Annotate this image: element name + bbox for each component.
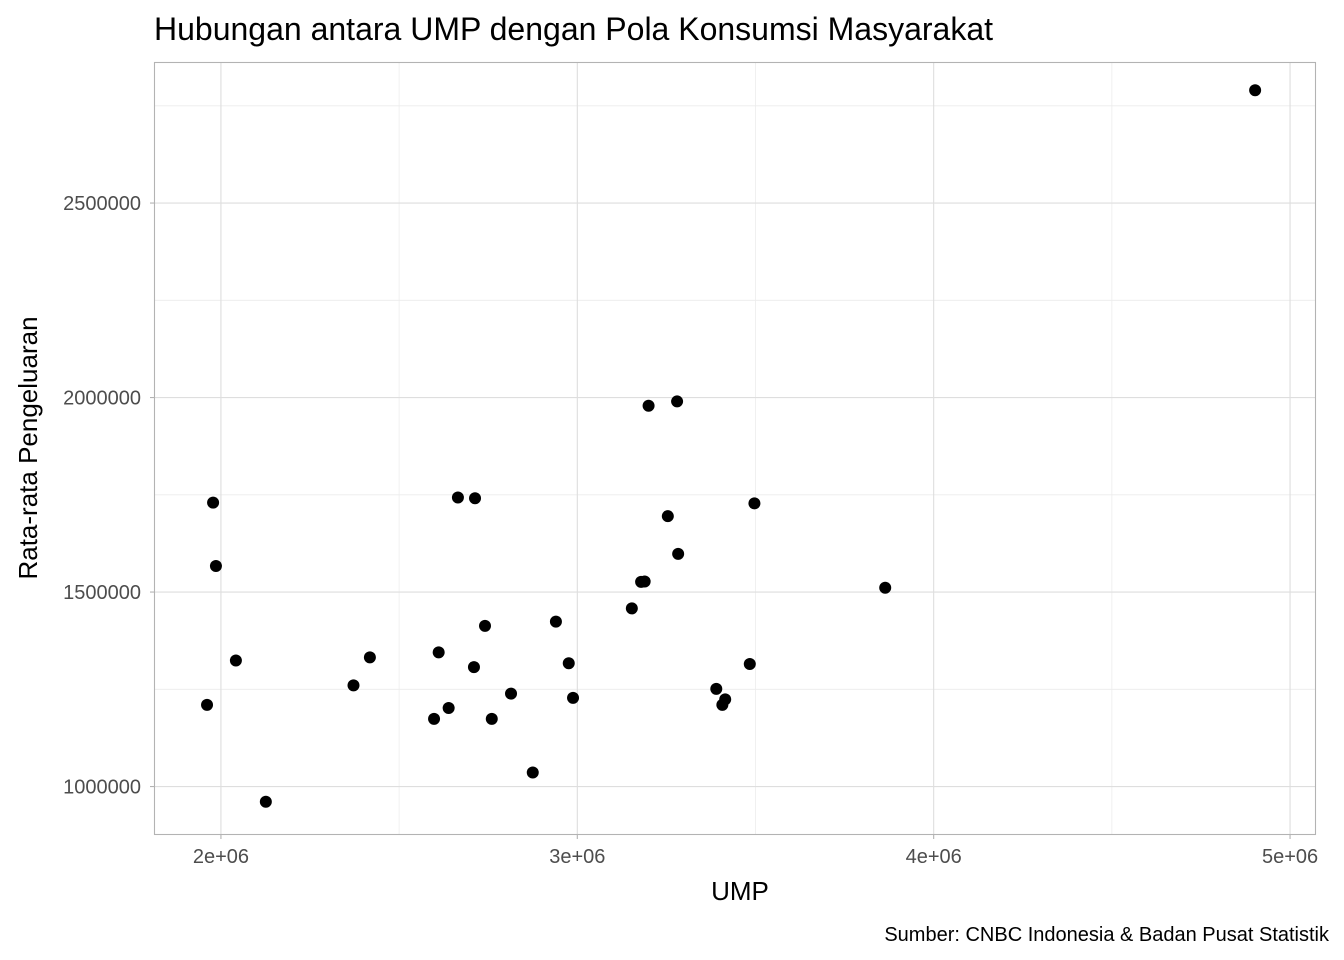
- major-gridlines: [155, 63, 1315, 834]
- y-tick-label: 1500000: [63, 582, 141, 604]
- data-point: [259, 795, 272, 808]
- y-tick-label: 2500000: [63, 193, 141, 215]
- data-point: [363, 651, 376, 664]
- data-point: [485, 712, 498, 725]
- data-point: [451, 491, 464, 504]
- data-point: [879, 581, 892, 594]
- data-point: [442, 701, 455, 714]
- data-point: [748, 497, 761, 510]
- data-point: [479, 619, 492, 632]
- data-point: [562, 657, 575, 670]
- chart-caption: Sumber: CNBC Indonesia & Badan Pusat Sta…: [884, 924, 1330, 946]
- x-tick-label: 3e+06: [549, 846, 605, 868]
- data-point: [567, 691, 580, 704]
- data-point: [432, 646, 445, 659]
- x-tick-label: 5e+06: [1262, 846, 1318, 868]
- data-point: [710, 682, 723, 695]
- data-point: [1249, 84, 1262, 97]
- data-point: [201, 698, 214, 711]
- data-point: [347, 679, 360, 692]
- data-point: [671, 395, 684, 408]
- minor-gridlines: [155, 63, 1315, 834]
- y-tick-label: 2000000: [63, 388, 141, 410]
- data-point: [642, 399, 655, 412]
- data-point: [207, 496, 220, 509]
- data-point: [549, 615, 562, 628]
- y-axis-label: Rata-rata Pengeluaran: [13, 316, 43, 579]
- x-tick-label: 2e+06: [193, 846, 249, 868]
- x-axis-label: UMP: [711, 876, 769, 906]
- data-point: [467, 661, 480, 674]
- x-tick-label: 4e+06: [906, 846, 962, 868]
- x-axis-ticks: 2e+06 3e+06 4e+06 5e+06: [193, 834, 1318, 868]
- data-point: [625, 602, 638, 615]
- data-point: [209, 559, 222, 572]
- y-axis-ticks: 1000000 1500000 2000000 2500000: [63, 193, 155, 799]
- y-tick-label: 1000000: [63, 777, 141, 799]
- data-point: [469, 492, 482, 505]
- data-points: [201, 84, 1262, 808]
- data-point: [719, 693, 732, 706]
- data-point: [505, 687, 518, 700]
- data-point: [428, 712, 441, 725]
- plot-panel: [153, 61, 1317, 836]
- data-point: [229, 654, 242, 667]
- chart-title: Hubungan antara UMP dengan Pola Konsumsi…: [154, 11, 993, 47]
- data-point: [743, 658, 756, 671]
- data-point: [638, 575, 651, 588]
- data-point: [661, 510, 674, 523]
- data-point: [526, 766, 539, 779]
- data-point: [672, 547, 685, 560]
